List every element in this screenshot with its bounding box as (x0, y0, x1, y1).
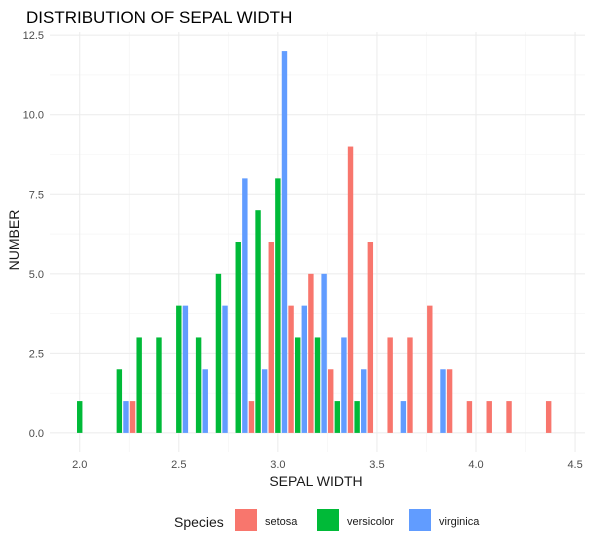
bar-versicolor (215, 273, 222, 433)
bar-versicolor (136, 337, 142, 433)
bar-setosa (288, 305, 294, 433)
bar-setosa (407, 337, 413, 433)
bar-versicolor (255, 210, 261, 433)
plot-bars (77, 51, 552, 433)
x-tick-label: 3.5 (369, 459, 384, 471)
bar-setosa (466, 401, 473, 433)
x-axis-title: SEPAL WIDTH (269, 473, 362, 489)
y-axis-title: NUMBER (6, 210, 22, 271)
bar-virginica (400, 401, 407, 433)
bar-versicolor (235, 242, 241, 433)
y-tick-label: 7.5 (29, 189, 44, 201)
y-tick-label: 0.0 (29, 428, 44, 440)
y-tick-label: 2.5 (29, 348, 44, 360)
bar-versicolor (314, 337, 321, 433)
bar-versicolor (176, 305, 182, 433)
legend-key-virginica (409, 509, 431, 531)
legend-label-setosa: setosa (265, 516, 298, 528)
bar-virginica (242, 178, 248, 433)
bar-setosa (268, 242, 274, 433)
bar-virginica (182, 305, 189, 433)
bar-setosa (427, 305, 433, 433)
legend-label-versicolor: versicolor (347, 516, 394, 528)
bar-versicolor (195, 337, 202, 433)
bar-versicolor (116, 369, 123, 433)
x-tick-label: 4.5 (567, 459, 582, 471)
x-tick-label: 3.0 (270, 459, 285, 471)
legend-key-setosa (235, 509, 257, 531)
bar-setosa (367, 242, 374, 433)
bar-virginica (440, 369, 446, 433)
y-tick-label: 10.0 (23, 110, 44, 122)
bar-virginica (341, 337, 347, 433)
legend: Species setosa versicolor virginica (174, 509, 480, 531)
bar-setosa (328, 369, 334, 433)
bar-virginica (321, 273, 327, 433)
legend-key-versicolor (317, 509, 339, 531)
bar-versicolor (156, 337, 162, 433)
bar-versicolor (334, 401, 341, 433)
x-tick-label: 2.0 (72, 459, 87, 471)
bar-virginica (222, 305, 228, 433)
legend-title: Species (174, 514, 224, 530)
bar-virginica (361, 369, 367, 433)
bar-virginica (301, 305, 307, 433)
bar-setosa (387, 337, 393, 433)
chart-title: DISTRIBUTION OF SEPAL WIDTH (26, 8, 292, 27)
bar-setosa (308, 273, 314, 433)
bar-virginica (261, 369, 268, 433)
bar-virginica (281, 51, 288, 433)
bar-setosa (347, 146, 354, 433)
y-tick-label: 5.0 (29, 269, 44, 281)
legend-entries: setosa versicolor virginica (235, 509, 480, 531)
bar-setosa (486, 401, 492, 433)
y-tick-label: 12.5 (23, 30, 44, 42)
bar-setosa (446, 369, 453, 433)
bar-virginica (123, 401, 129, 433)
bar-setosa (248, 401, 255, 433)
bar-versicolor (275, 178, 281, 433)
bar-versicolor (77, 401, 83, 433)
bar-setosa (129, 401, 136, 433)
legend-label-virginica: virginica (439, 516, 480, 528)
x-axis-ticks: 2.0 2.5 3.0 3.5 4.0 4.5 (72, 459, 583, 471)
x-tick-label: 4.0 (468, 459, 483, 471)
bar-versicolor (294, 337, 301, 433)
x-tick-label: 2.5 (171, 459, 186, 471)
bar-setosa (506, 401, 512, 433)
bar-setosa (545, 401, 552, 433)
bar-versicolor (354, 401, 360, 433)
y-axis-ticks: 0.0 2.5 5.0 7.5 10.0 12.5 (23, 30, 44, 440)
bar-virginica (202, 369, 208, 433)
